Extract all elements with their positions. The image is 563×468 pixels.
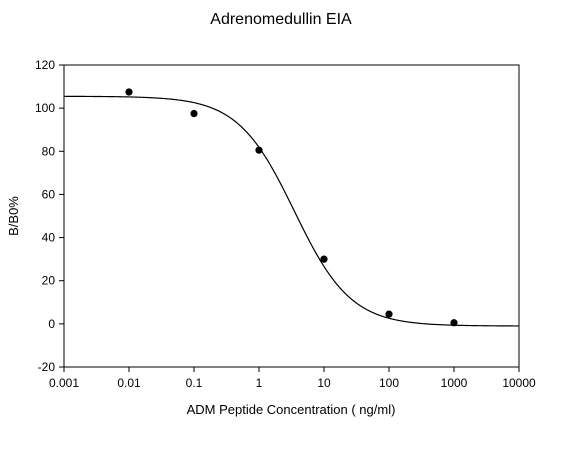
- data-point: [125, 88, 133, 96]
- data-point: [320, 255, 328, 263]
- data-point: [450, 319, 458, 327]
- data-points: [125, 88, 458, 327]
- y-tick-label: 100: [35, 101, 55, 115]
- x-tick-label: 100: [379, 376, 399, 390]
- y-tick-label: 120: [35, 58, 55, 72]
- data-point: [255, 146, 263, 154]
- plot-frame: [63, 64, 520, 368]
- y-axis-label: B/B0%: [6, 196, 21, 236]
- x-tick-label: 10: [317, 376, 331, 390]
- x-axis: 0.001 0.01 0.1 1 10 100 1000 10000: [49, 367, 536, 390]
- fitted-curve: [63, 95, 519, 327]
- x-tick-label: 1: [256, 376, 263, 390]
- y-tick-label: 60: [42, 187, 56, 201]
- y-tick-label: 80: [42, 144, 56, 158]
- x-tick-label: 0.01: [117, 376, 141, 390]
- x-tick-label: 0.001: [49, 376, 79, 390]
- y-tick-label: 40: [42, 231, 56, 245]
- x-tick-label: 10000: [502, 376, 536, 390]
- y-axis: -20 0 20 40 60 80 100 120: [35, 58, 64, 374]
- x-axis-label: ADM Peptide Concentration ( ng/ml): [187, 402, 396, 417]
- data-point: [385, 310, 393, 318]
- y-tick-label: 0: [48, 317, 55, 331]
- y-tick-label: -20: [38, 360, 56, 374]
- x-tick-label: 1000: [441, 376, 468, 390]
- y-tick-label: 20: [42, 274, 56, 288]
- chart-title: Adrenomedullin EIA: [210, 11, 352, 28]
- data-point: [190, 109, 198, 118]
- x-tick-label: 0.1: [186, 376, 203, 390]
